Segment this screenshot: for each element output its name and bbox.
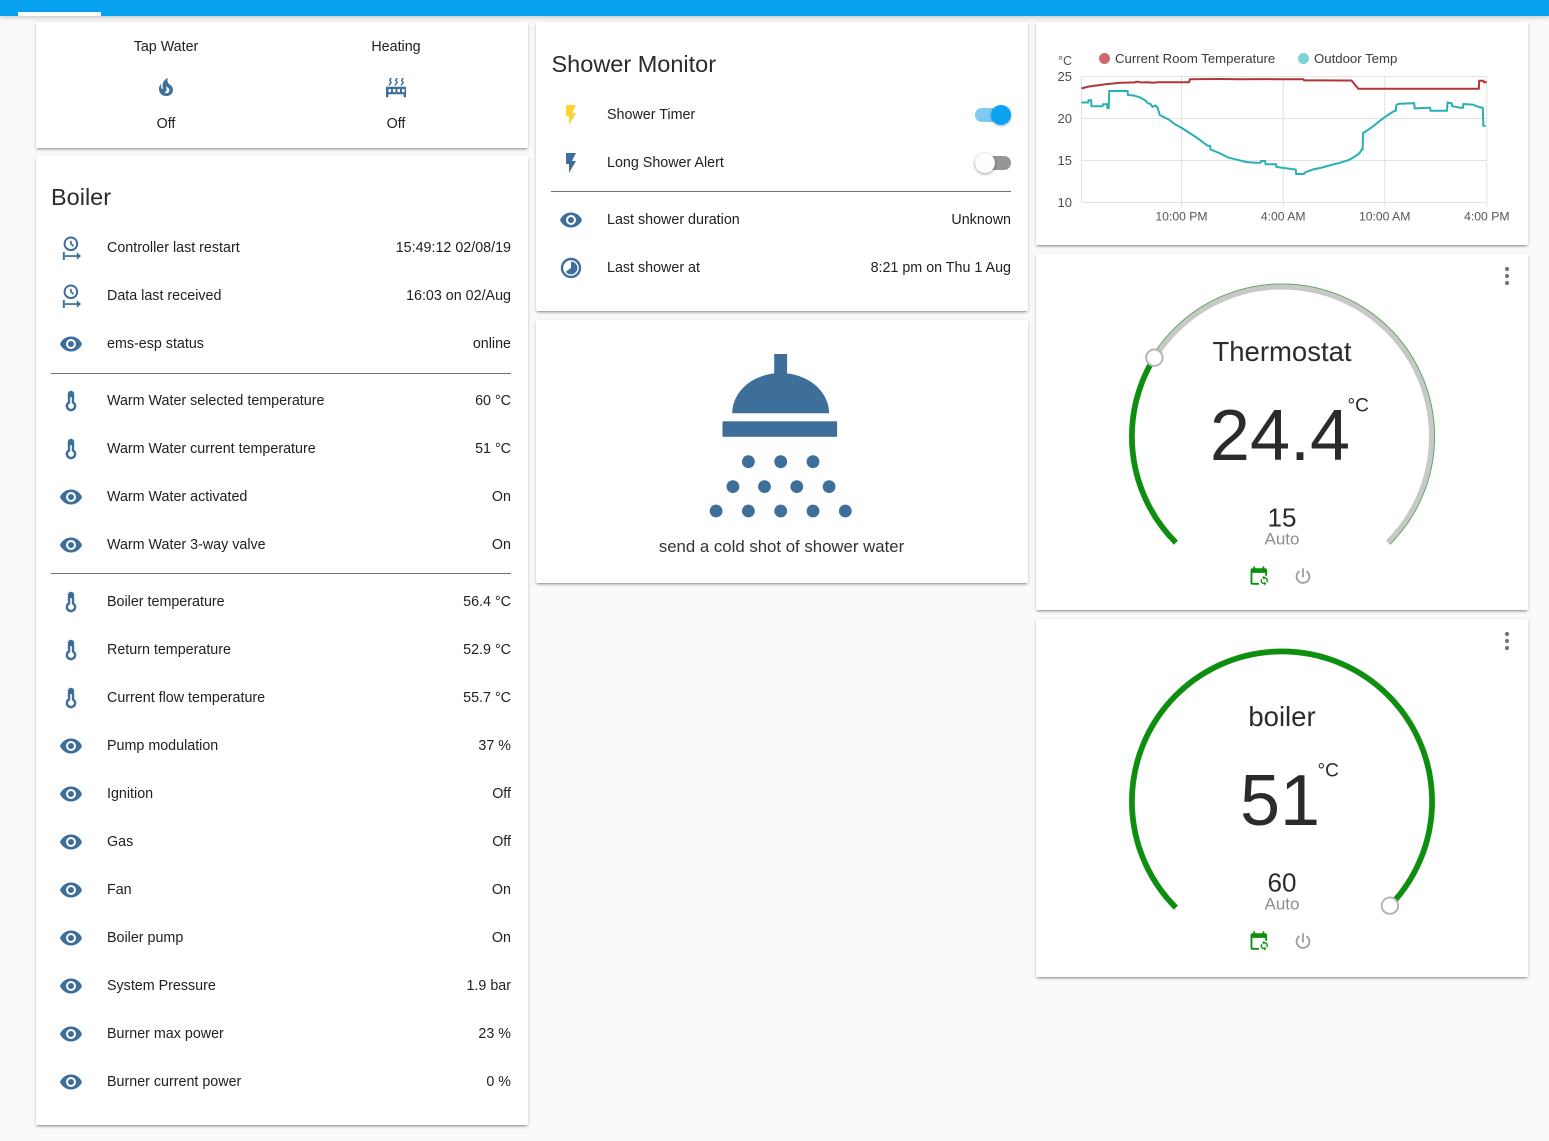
svg-text:Current Room Temperature: Current Room Temperature	[1115, 51, 1275, 66]
svg-text:boiler: boiler	[1248, 701, 1315, 732]
svg-text:°C: °C	[1057, 54, 1071, 68]
svg-text:°C: °C	[1317, 760, 1338, 781]
svg-text:15: 15	[1267, 502, 1296, 532]
svg-text:10: 10	[1057, 195, 1071, 210]
svg-text:15: 15	[1057, 153, 1071, 168]
svg-text:24.4: 24.4	[1209, 395, 1349, 475]
svg-text:Outdoor Temp: Outdoor Temp	[1314, 51, 1397, 66]
svg-text:51: 51	[1239, 761, 1319, 841]
svg-text:25: 25	[1057, 69, 1071, 84]
svg-text:60: 60	[1267, 868, 1296, 898]
svg-text:Thermostat: Thermostat	[1212, 336, 1351, 367]
svg-text:10:00 AM: 10:00 AM	[1358, 210, 1410, 224]
svg-text:Auto: Auto	[1264, 529, 1299, 548]
svg-text:10:00 PM: 10:00 PM	[1155, 210, 1207, 224]
svg-text:4:00 PM: 4:00 PM	[1464, 210, 1509, 224]
svg-text:4:00 AM: 4:00 AM	[1260, 210, 1305, 224]
svg-text:°C: °C	[1347, 395, 1368, 416]
svg-text:Auto: Auto	[1264, 895, 1299, 914]
svg-text:20: 20	[1057, 111, 1071, 126]
